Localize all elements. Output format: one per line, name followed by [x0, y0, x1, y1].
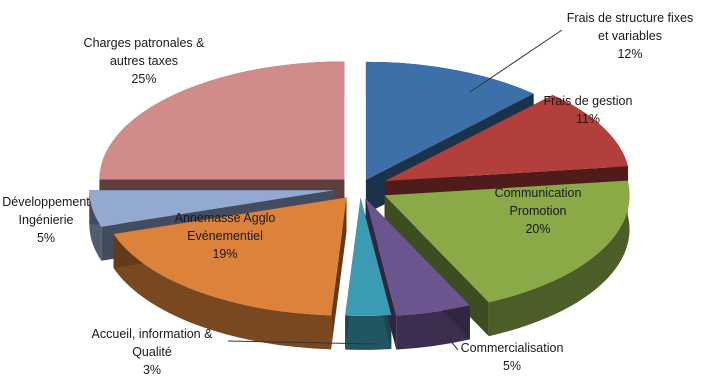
slice-side: [488, 180, 630, 337]
slice-side: [113, 234, 332, 350]
slice-label: Commercialisation 5%: [461, 341, 564, 373]
pie-slice[interactable]: [345, 197, 392, 316]
pie-slice[interactable]: [99, 61, 345, 180]
leader-line: [469, 29, 563, 93]
pie-slice[interactable]: [384, 180, 630, 303]
pie-slice[interactable]: [113, 197, 347, 316]
slice-side: [345, 314, 392, 350]
leader-line: [439, 327, 459, 351]
slice-label: Frais de structure fixes et variables 12%: [567, 11, 693, 61]
slice-label: Communication Promotion 20%: [495, 186, 582, 236]
pie-slice[interactable]: [365, 61, 534, 180]
pie-slice[interactable]: [89, 190, 335, 227]
slice-label: Développement Ingénierie 5%: [2, 195, 90, 245]
slice-side: [89, 190, 102, 261]
pie-slice[interactable]: [365, 198, 470, 316]
pie-slice[interactable]: [384, 94, 629, 182]
slice-label: Accueil, information & Qualité 3%: [92, 327, 214, 377]
slice-label: Frais de gestion 11%: [544, 94, 633, 126]
slice-edge: [331, 197, 347, 350]
slice-label: Charges patronales & autres taxes 25%: [84, 36, 206, 86]
leader-line: [227, 340, 377, 345]
slice-label: Annemasse Agglo Evénementiel 19%: [175, 211, 276, 261]
